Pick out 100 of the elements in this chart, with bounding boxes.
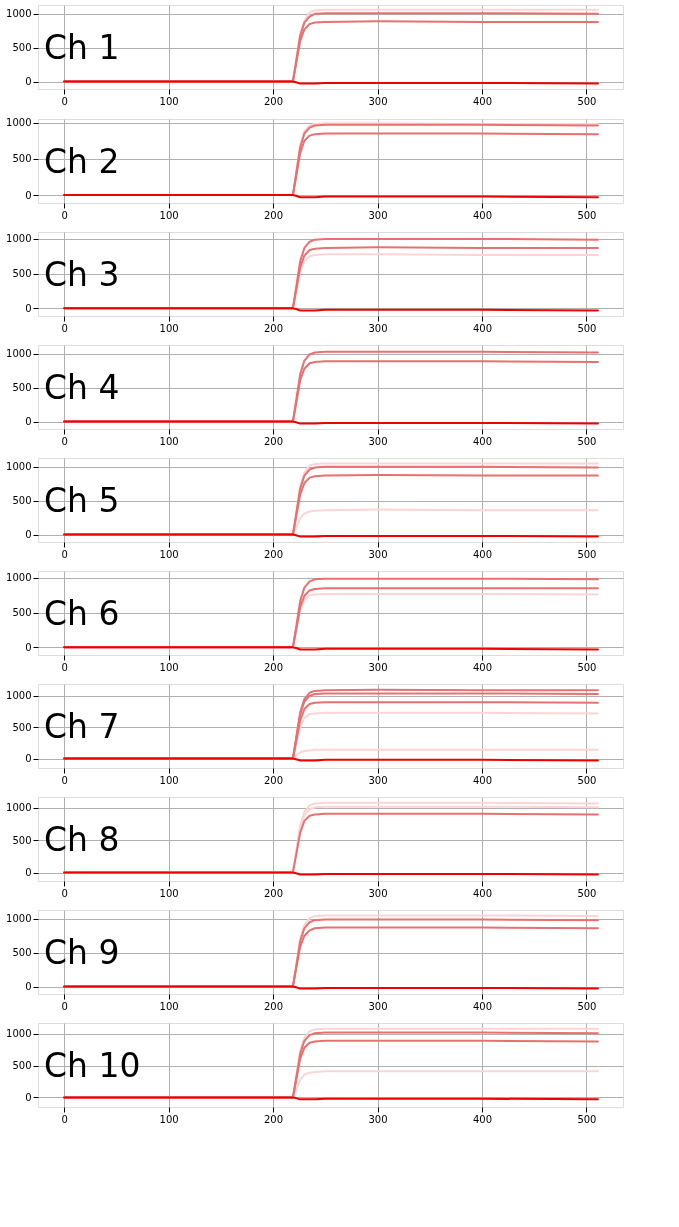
x-tick-label: 200	[264, 548, 284, 560]
y-tick-label: 500	[12, 834, 32, 846]
text: Ch 4	[44, 368, 120, 407]
x-tick-label: 100	[159, 887, 179, 899]
y-tick-label: 1000	[6, 690, 32, 702]
x-tick-label: 400	[472, 322, 493, 334]
x-tick-label: 0	[61, 661, 68, 673]
x-tick-label: 100	[159, 1113, 179, 1125]
y-tick-label: 1000	[6, 233, 32, 245]
x-tick-label: 300	[368, 322, 388, 334]
x-tick-label: 300	[368, 435, 388, 447]
y-tick-label: 1000	[6, 572, 32, 584]
x-tick-label: 100	[159, 661, 179, 673]
x-tick-label: 400	[472, 435, 493, 447]
x-tick-label: 300	[368, 1113, 388, 1125]
y-tick-label: 1000	[6, 117, 32, 129]
x-tick-label: 0	[61, 209, 68, 221]
x-tick-label: 0	[61, 548, 68, 560]
y-tick-label: 500	[12, 1060, 32, 1072]
x-tick-label: 100	[159, 548, 179, 560]
x-tick-label: 200	[264, 1113, 284, 1125]
y-tick-label: 0	[25, 753, 32, 765]
text: Ch 9	[44, 933, 120, 972]
y-tick-label: 0	[25, 867, 32, 879]
x-tick-label: 500	[577, 1000, 597, 1012]
y-tick-label: 0	[25, 981, 32, 993]
y-tick-label: 500	[12, 495, 32, 507]
y-tick-label: 0	[25, 416, 32, 428]
x-tick-label: 500	[577, 774, 597, 786]
x-tick-label: 400	[472, 661, 493, 673]
y-tick-label: 500	[12, 607, 32, 619]
x-tick-label: 100	[159, 774, 179, 786]
x-tick-label: 400	[472, 887, 493, 899]
x-tick-label: 100	[159, 209, 179, 221]
x-tick-label: 500	[577, 1113, 597, 1125]
x-tick-label: 100	[159, 322, 179, 334]
x-tick-label: 300	[368, 661, 388, 673]
x-tick-label: 0	[61, 887, 68, 899]
text: Ch 2	[44, 142, 120, 181]
text: Ch 3	[44, 255, 120, 294]
x-tick-label: 0	[61, 1113, 68, 1125]
text: Ch 5	[44, 481, 120, 520]
y-tick-label: 1000	[6, 461, 32, 473]
x-tick-label: 200	[264, 95, 284, 107]
x-tick-label: 400	[472, 95, 493, 107]
x-tick-label: 0	[61, 95, 68, 107]
x-tick-label: 400	[472, 209, 493, 221]
x-tick-label: 200	[264, 435, 284, 447]
x-tick-label: 300	[368, 548, 388, 560]
y-tick-label: 0	[25, 189, 32, 201]
y-tick-label: 500	[12, 268, 32, 280]
x-tick-label: 0	[61, 435, 68, 447]
y-tick-label: 1000	[6, 802, 32, 814]
x-tick-label: 500	[577, 95, 597, 107]
x-tick-label: 500	[577, 661, 597, 673]
x-tick-label: 400	[472, 548, 493, 560]
y-tick-label: 1000	[6, 913, 32, 925]
x-tick-label: 300	[368, 95, 388, 107]
y-tick-label: 500	[12, 42, 32, 54]
y-tick-label: 0	[25, 302, 32, 314]
y-tick-label: 500	[12, 947, 32, 959]
y-tick-label: 1000	[6, 1028, 32, 1040]
text: Ch 1	[44, 28, 120, 67]
x-tick-label: 200	[264, 661, 284, 673]
x-tick-label: 0	[61, 1000, 68, 1012]
x-tick-label: 300	[368, 209, 388, 221]
y-tick-label: 0	[25, 1091, 32, 1103]
x-tick-label: 200	[264, 887, 284, 899]
y-tick-label: 1000	[6, 348, 32, 360]
x-tick-label: 300	[368, 887, 388, 899]
x-tick-label: 200	[264, 209, 284, 221]
text: Ch 10	[44, 1046, 141, 1085]
x-tick-label: 500	[577, 435, 597, 447]
x-tick-label: 500	[577, 209, 597, 221]
text: Ch 6	[44, 594, 120, 633]
x-tick-label: 200	[264, 774, 284, 786]
text: Ch 7	[44, 707, 120, 746]
x-tick-label: 200	[264, 322, 284, 334]
x-tick-label: 500	[577, 548, 597, 560]
x-tick-label: 300	[368, 1000, 388, 1012]
x-tick-label: 400	[472, 1113, 493, 1125]
y-tick-label: 0	[25, 529, 32, 541]
y-tick-label: 500	[12, 153, 32, 165]
x-tick-label: 400	[472, 1000, 493, 1012]
x-tick-label: 0	[61, 322, 68, 334]
text: Ch 8	[44, 820, 120, 859]
y-tick-label: 500	[12, 382, 32, 394]
x-tick-label: 300	[368, 774, 388, 786]
x-tick-label: 100	[159, 95, 179, 107]
y-tick-label: 0	[25, 76, 32, 88]
x-tick-label: 500	[577, 322, 597, 334]
y-tick-label: 0	[25, 641, 32, 653]
x-tick-label: 200	[264, 1000, 284, 1012]
x-tick-label: 100	[159, 435, 179, 447]
y-tick-label: 500	[12, 721, 32, 733]
y-tick-label: 1000	[6, 8, 32, 20]
x-tick-label: 500	[577, 887, 597, 899]
x-tick-label: 100	[159, 1000, 179, 1012]
x-tick-label: 0	[61, 774, 68, 786]
x-tick-label: 400	[472, 774, 493, 786]
